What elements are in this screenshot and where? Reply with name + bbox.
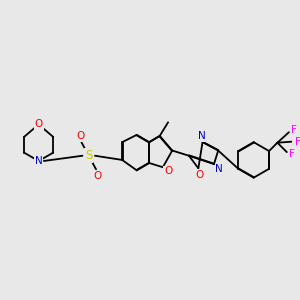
Text: F: F (291, 125, 297, 135)
Text: O: O (164, 167, 172, 176)
Text: F: F (295, 136, 300, 147)
Text: N: N (35, 156, 43, 166)
Text: O: O (93, 171, 101, 181)
Text: O: O (195, 169, 203, 179)
Text: S: S (85, 149, 92, 162)
Text: N: N (198, 131, 206, 141)
Text: N: N (215, 164, 223, 174)
Text: O: O (34, 119, 43, 129)
Text: O: O (76, 131, 85, 141)
Text: F: F (289, 149, 295, 159)
